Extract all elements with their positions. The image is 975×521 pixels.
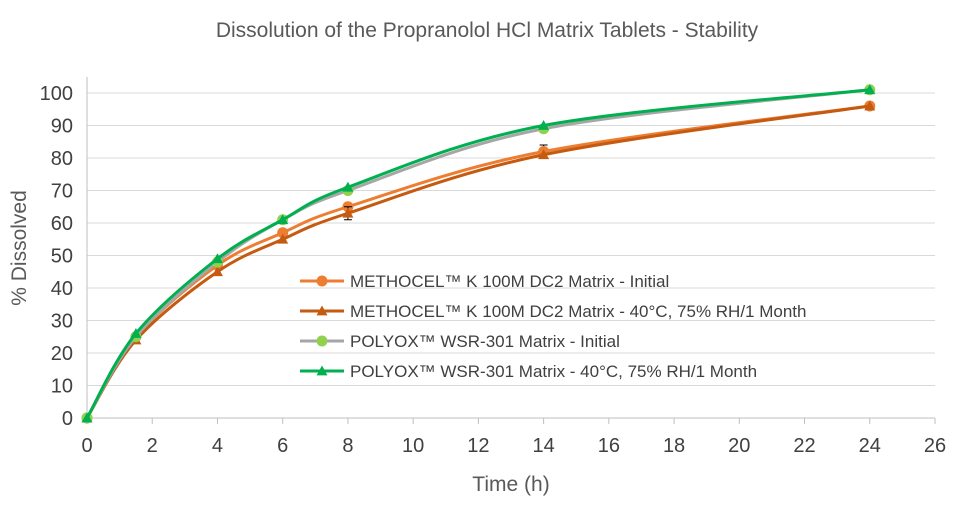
x-axis-label: Time (h) <box>472 473 549 496</box>
y-tick-label: 0 <box>62 408 73 430</box>
x-tick-label: 18 <box>663 435 685 457</box>
legend-label: METHOCEL™ K 100M DC2 Matrix - Initial <box>350 272 669 291</box>
data-point-triangle <box>316 305 328 316</box>
x-tick-label: 10 <box>402 435 424 457</box>
data-point-triangle <box>211 253 223 264</box>
data-point-triangle <box>277 214 289 225</box>
legend-entry-2: METHOCEL™ K 100M DC2 Matrix - 40°C, 75% … <box>300 302 807 321</box>
x-tick-label: 20 <box>728 435 750 457</box>
data-point-triangle <box>211 266 223 277</box>
y-tick-label: 20 <box>51 343 73 365</box>
y-tick-label: 70 <box>51 181 73 203</box>
data-point-triangle <box>342 207 354 218</box>
legend-label: POLYOX™ WSR-301 Matrix - 40°C, 75% RH/1 … <box>350 362 757 381</box>
y-tick-label: 100 <box>40 83 73 105</box>
y-tick-label: 80 <box>51 148 73 170</box>
plot-series <box>81 84 876 424</box>
y-axis-label: % Dissolved <box>8 190 31 306</box>
data-point-circle <box>316 275 328 287</box>
chart-title: Dissolution of the Propranolol HCl Matri… <box>216 19 759 42</box>
y-tick-label: 50 <box>51 246 73 268</box>
x-tick-label: 12 <box>467 435 489 457</box>
x-tick-label: 16 <box>598 435 620 457</box>
series-line <box>85 88 870 419</box>
y-tick-label: 30 <box>51 311 73 333</box>
x-tick-label: 26 <box>924 435 946 457</box>
data-point-circle <box>277 227 289 239</box>
x-tick-label: 22 <box>793 435 815 457</box>
y-tick-label: 60 <box>51 213 73 235</box>
x-tick-label: 6 <box>277 435 288 457</box>
series-line <box>85 88 870 419</box>
y-tick-label: 90 <box>51 116 73 138</box>
gridlines <box>87 92 935 386</box>
x-tick-label: 4 <box>212 435 223 457</box>
legend-label: POLYOX™ WSR-301 Matrix - Initial <box>350 332 620 351</box>
data-point-triangle <box>538 120 550 130</box>
data-point-triangle <box>277 233 289 244</box>
legend-entry-1: METHOCEL™ K 100M DC2 Matrix - Initial <box>300 272 669 291</box>
data-point-triangle <box>864 84 876 95</box>
series-4 <box>81 84 876 423</box>
x-tick-label: 14 <box>532 435 554 457</box>
y-tick-label: 10 <box>51 376 73 398</box>
x-tick-label: 0 <box>81 435 92 457</box>
x-tick-label: 24 <box>859 435 881 457</box>
legend-label: METHOCEL™ K 100M DC2 Matrix - 40°C, 75% … <box>350 302 807 321</box>
legend: METHOCEL™ K 100M DC2 Matrix - Initial MET… <box>300 272 807 381</box>
data-point-triangle <box>342 181 354 192</box>
data-point-triangle <box>538 149 550 160</box>
data-point-circle <box>316 335 328 347</box>
legend-entry-3: POLYOX™ WSR-301 Matrix - Initial <box>300 332 620 351</box>
series-line <box>85 104 870 419</box>
data-point-triangle <box>316 365 328 376</box>
legend-entry-4: POLYOX™ WSR-301 Matrix - 40°C, 75% RH/1 … <box>300 362 757 381</box>
data-point-triangle <box>130 328 142 338</box>
x-tick-label: 2 <box>147 435 158 457</box>
data-point-triangle <box>81 412 93 423</box>
y-tick-label: 40 <box>51 278 73 300</box>
data-point-triangle <box>864 100 876 111</box>
x-tick-label: 8 <box>342 435 353 457</box>
